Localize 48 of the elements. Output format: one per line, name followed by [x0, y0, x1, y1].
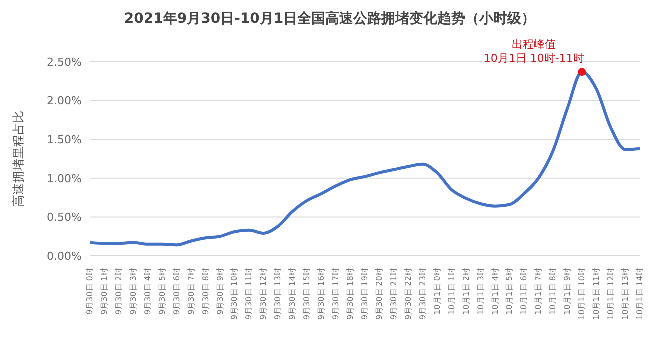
x-tick-label: 10月1日 12时: [606, 268, 616, 320]
x-tick-label: 9月30日 18时: [346, 268, 356, 320]
x-tick-label: 10月1日 9时: [563, 268, 572, 315]
x-tick-label: 9月30日 6时: [172, 268, 182, 315]
x-tick-label: 9月30日 2时: [114, 268, 124, 315]
x-tick-label: 10月1日 14时: [636, 268, 644, 320]
y-tick-label: 2.50%: [47, 56, 82, 69]
y-tick-label: 0.50%: [47, 211, 82, 224]
x-tick-label: 9月30日 21时: [389, 268, 398, 320]
y-tick-label: 0.00%: [47, 250, 82, 263]
x-tick-label: 10月1日 7时: [534, 268, 544, 315]
x-tick-label: 9月30日 15时: [302, 268, 312, 320]
x-tick-label: 10月1日 8时: [548, 268, 558, 315]
x-tick-label: 9月30日 20时: [374, 268, 384, 320]
x-tick-label: 10月1日 0时: [432, 268, 442, 315]
x-tick-label: 9月30日 11时: [244, 268, 254, 320]
x-tick-label: 9月30日 12时: [259, 268, 268, 320]
x-tick-label: 9月30日 8时: [201, 268, 210, 315]
x-tick-label: 9月30日 1时: [100, 268, 109, 315]
x-tick-label: 10月1日 6时: [520, 268, 529, 315]
x-tick-label: 10月1日 3时: [476, 268, 486, 315]
x-tick-label: 9月30日 16时: [317, 268, 326, 320]
x-tick-label: 9月30日 4时: [143, 268, 152, 315]
x-tick-label: 10月1日 5时: [505, 268, 514, 315]
x-tick-label: 9月30日 5时: [158, 268, 167, 315]
x-tick-label: 9月30日 19时: [360, 268, 370, 320]
x-tick-label: 9月30日 23时: [418, 268, 428, 320]
x-tick-label: 9月30日 10时: [230, 268, 240, 320]
x-tick-label: 9月30日 14时: [288, 268, 298, 320]
chart-title: 2021年9月30日-10月1日全国高速公路拥堵变化趋势（小时级）: [123, 10, 537, 29]
x-tick-label: 10月1日 10时: [578, 268, 587, 320]
annotation: 出程峰值 10月1日 10时-11时: [484, 38, 584, 66]
x-tick-label: 9月30日 13时: [274, 268, 283, 320]
y-axis-title: 高速拥堵里程占比: [11, 111, 26, 207]
x-tick-label: 9月30日 7时: [186, 268, 196, 315]
x-tick-label: 10月1日 4时: [490, 268, 500, 315]
x-tick-label: 9月30日 3时: [128, 268, 138, 315]
x-tick-label: 9月30日 22时: [404, 268, 413, 320]
x-tick-label: 9月30日 17时: [332, 268, 341, 320]
x-tick-label: 10月1日 1时: [447, 268, 456, 315]
x-tick-label: 9月30日 9时: [216, 268, 225, 315]
y-tick-label: 1.00%: [47, 172, 82, 186]
x-tick-label: 10月1日 11时: [592, 268, 602, 320]
y-tick-label: 2.00%: [47, 94, 82, 108]
y-tick-label: 1.50%: [47, 134, 82, 147]
x-tick-label: 10月1日 2时: [462, 268, 471, 315]
x-tick-label: 9月30日 0时: [86, 268, 94, 315]
x-tick-label: 10月1日 13时: [621, 268, 630, 320]
